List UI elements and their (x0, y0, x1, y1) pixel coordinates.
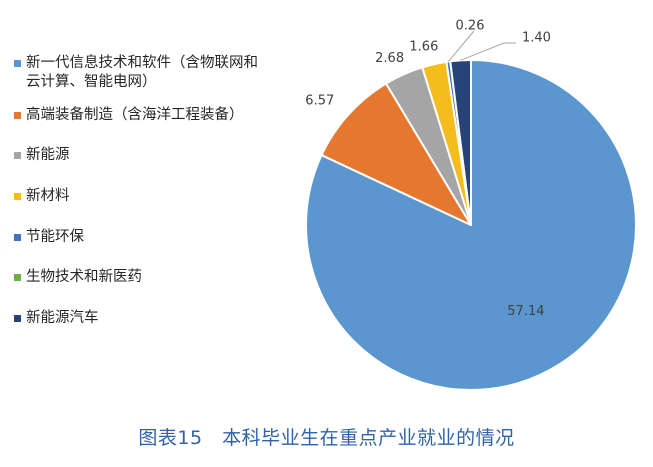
legend-swatch-7 (14, 315, 21, 322)
data-label-7: 1.40 (522, 31, 551, 46)
pie-slice-2 (320, 82, 472, 226)
data-label-2: 6.57 (305, 94, 334, 109)
legend-label-3: 新能源 (26, 147, 70, 163)
legend-swatch-2 (14, 112, 21, 119)
leader-line-5 (447, 30, 475, 62)
data-label-3: 2.68 (375, 51, 404, 66)
legend-label-1: 新一代信息技术和软件（含物联网和云计算、智能电网） (26, 55, 258, 90)
data-label-1: 57.14 (507, 304, 544, 319)
legend-swatch-1 (14, 60, 21, 67)
legend-label-5: 节能环保 (26, 229, 84, 245)
data-label-5: 0.26 (456, 19, 485, 34)
pie-slice-7 (449, 59, 472, 226)
chart-caption: 图表15 本科毕业生在重点产业就业的情况 (138, 427, 515, 449)
legend-swatch-4 (14, 193, 21, 200)
legend-swatch-6 (14, 274, 21, 281)
data-label-4: 1.66 (409, 39, 438, 54)
legend-label-2: 高端装备制造（含海洋工程装备） (26, 107, 244, 123)
legend-label-7: 新能源汽车 (26, 310, 99, 326)
legend-label-6: 生物技术和新医药 (26, 269, 142, 285)
legend-swatch-5 (14, 234, 21, 241)
legend-label-4: 新材料 (26, 188, 70, 204)
leader-line-7 (460, 42, 516, 61)
legend-swatch-3 (14, 152, 21, 159)
